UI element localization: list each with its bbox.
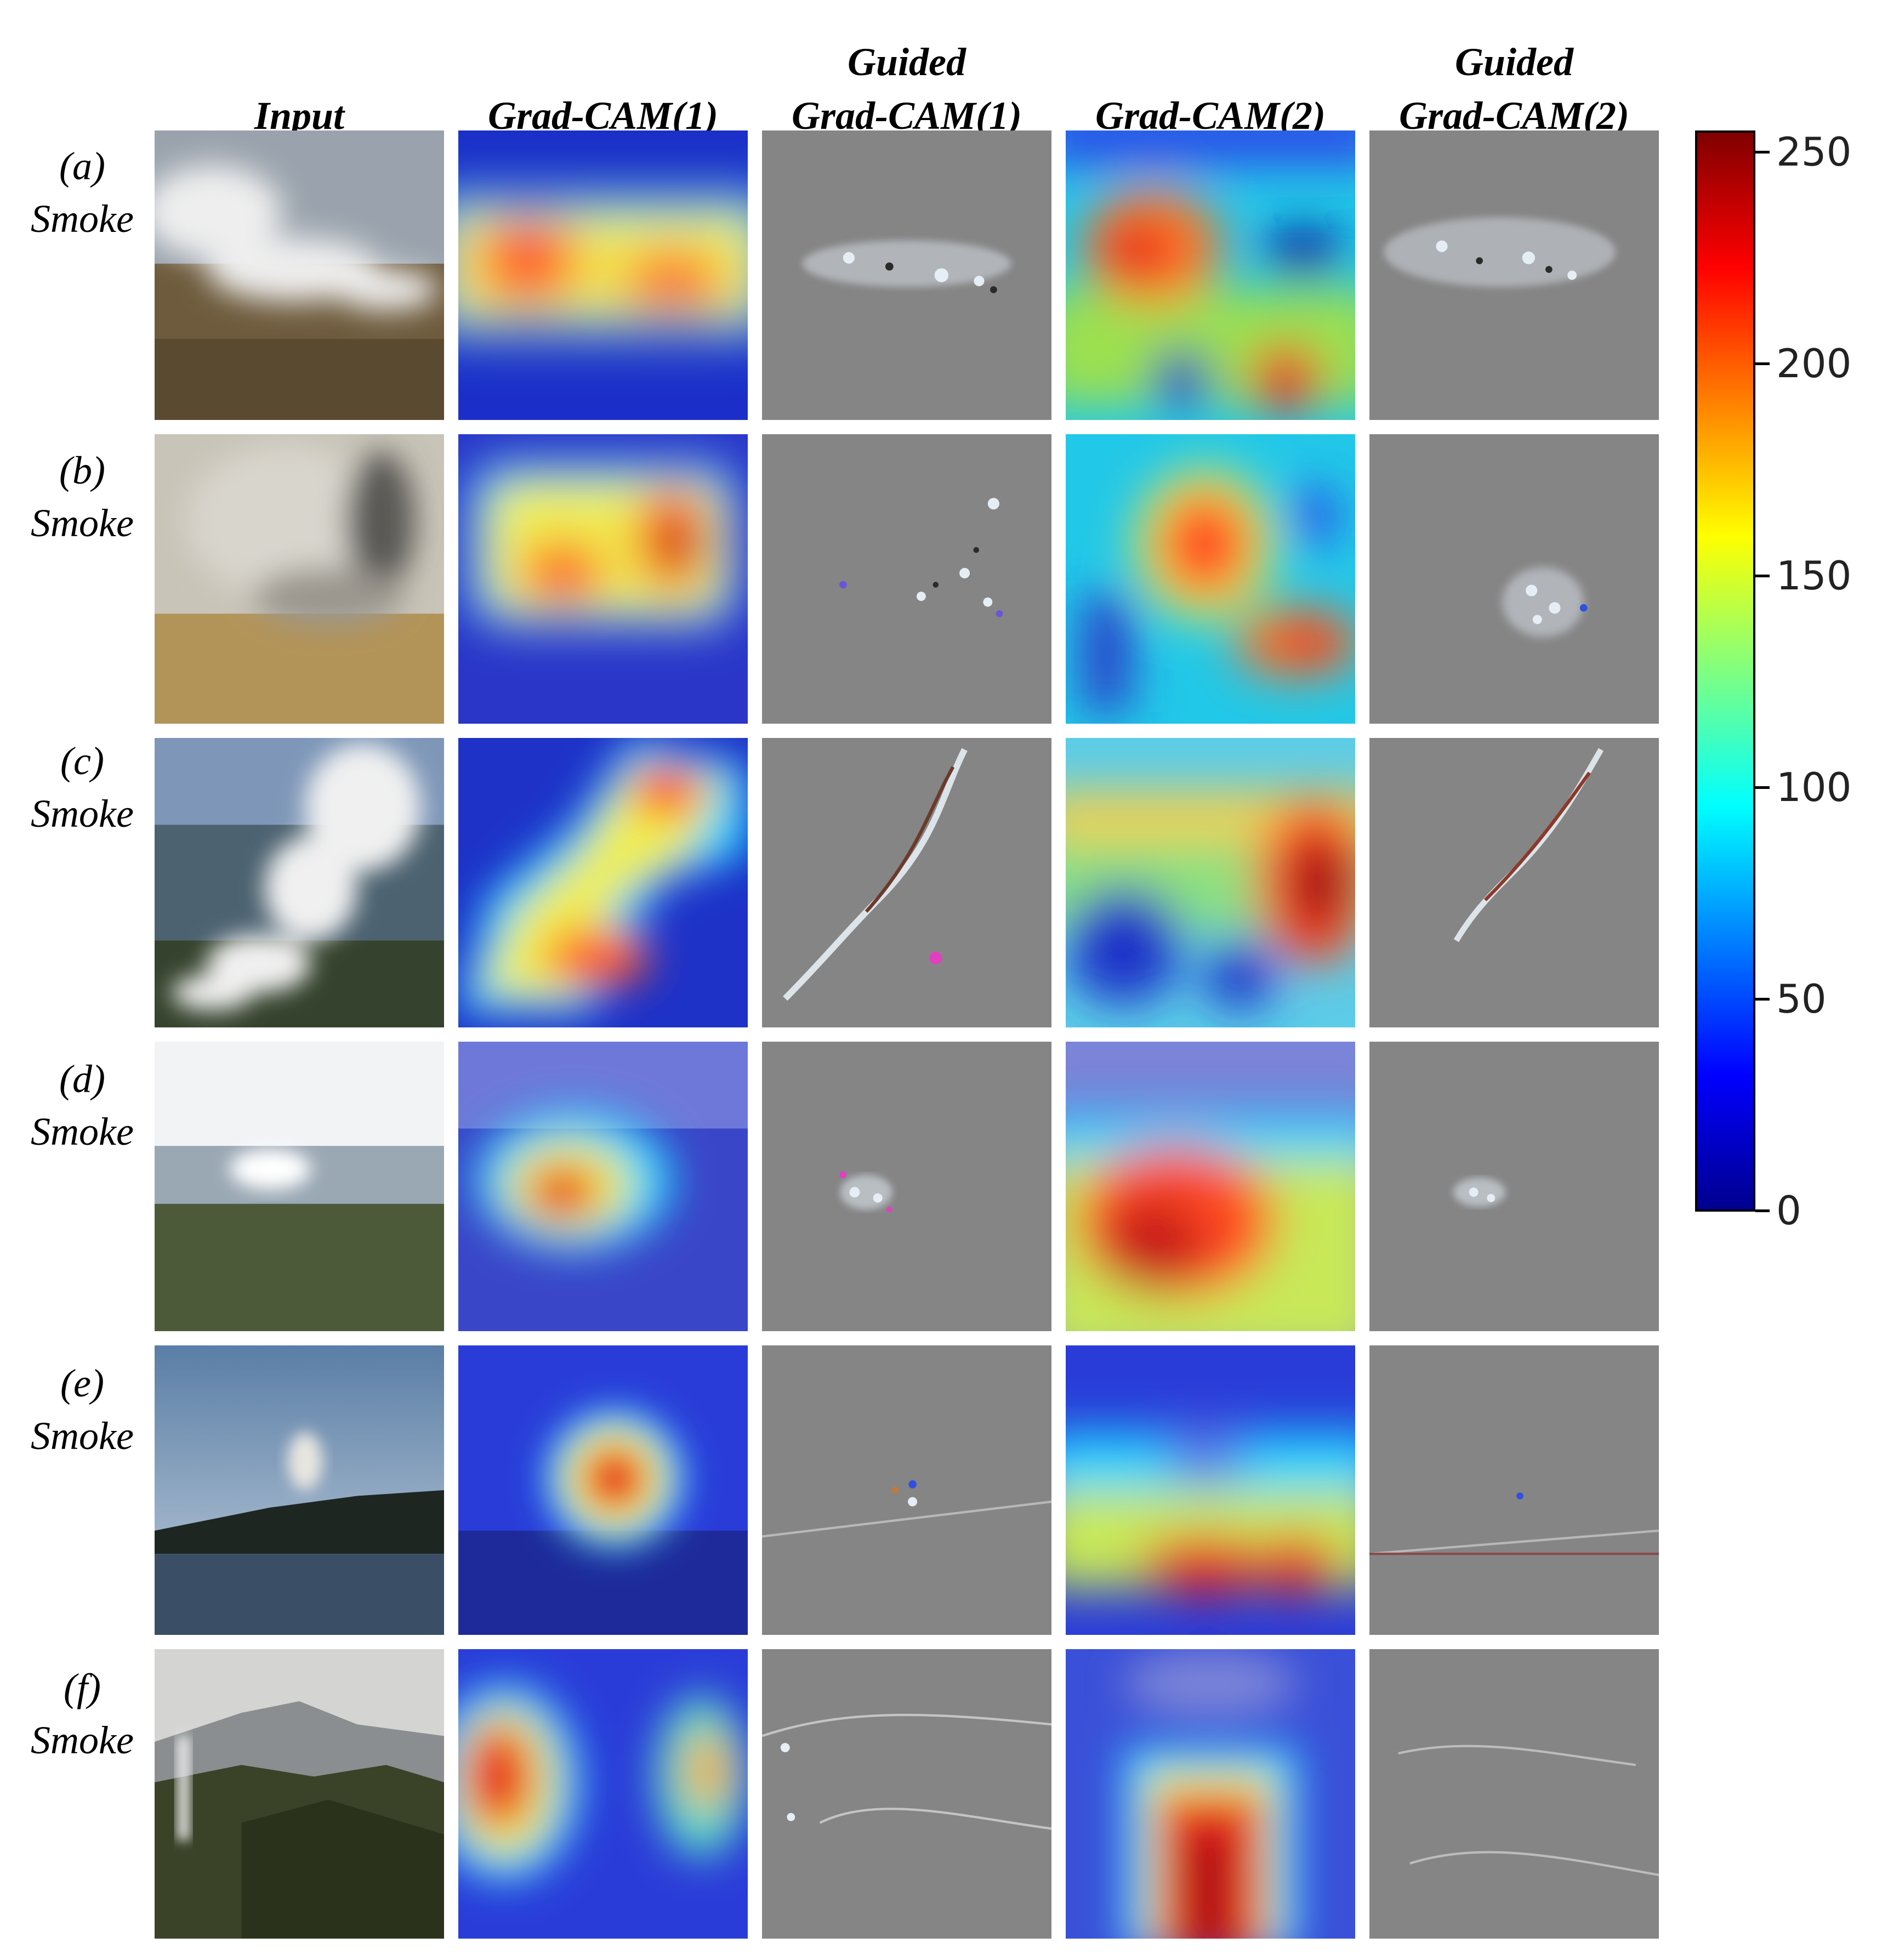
gradcam2-heatmap-b: [1066, 434, 1355, 724]
gradcam2-heatmap-a: [1066, 130, 1355, 420]
guided-gradcam2-map-f: [1369, 1649, 1659, 1939]
colorbar-tick-mark: [1755, 151, 1770, 154]
column-header-line: Grad-CAM(1): [487, 94, 718, 138]
guided-gradcam2-map-c: [1369, 738, 1659, 1027]
input-image-e: [155, 1345, 444, 1635]
guided-gradcam2-map-b: [1369, 434, 1659, 724]
row-label-e: (e) Smoke: [5, 1357, 159, 1462]
row-label-f: (f) Smoke: [5, 1661, 159, 1766]
column-header-input: Input: [155, 33, 444, 143]
gradcam2-heatmap-e: [1066, 1345, 1355, 1635]
guided-gradcam1-map-c: [762, 738, 1051, 1027]
row-id: (d): [59, 1057, 105, 1101]
gradcam1-heatmap-c: [458, 738, 748, 1027]
colorbar-tick-label: 0: [1776, 1188, 1801, 1234]
input-image-d: [155, 1042, 444, 1331]
guided-gradcam1-map-e: [762, 1345, 1051, 1635]
row-id: (f): [64, 1666, 101, 1709]
colorbar: [1695, 130, 1755, 1212]
row-id: (c): [60, 739, 104, 783]
guided-gradcam1-map-b: [762, 434, 1051, 724]
row-class: Smoke: [31, 1110, 134, 1154]
column-header-gradcam-1: Grad-CAM(1): [458, 33, 748, 143]
guided-gradcam2-map-d: [1369, 1042, 1659, 1331]
row-class: Smoke: [31, 1414, 134, 1458]
gradcam1-heatmap-b: [458, 434, 748, 724]
row-class: Smoke: [31, 1718, 134, 1762]
column-header-guided-gradcam-2: Guided Grad-CAM(2): [1369, 33, 1659, 143]
column-header-line: Grad-CAM(1): [791, 94, 1022, 138]
column-header-line: Guided: [848, 40, 966, 84]
row-class: Smoke: [31, 197, 134, 241]
column-header-line: Input: [254, 94, 345, 138]
input-image-b: [155, 434, 444, 724]
row-label-a: (a) Smoke: [5, 140, 159, 245]
row-class: Smoke: [31, 792, 134, 836]
colorbar-tick-label: 150: [1776, 553, 1852, 599]
guided-gradcam1-map-d: [762, 1042, 1051, 1331]
gradcam1-heatmap-d: [458, 1042, 748, 1331]
guided-gradcam1-map-a: [762, 130, 1051, 420]
row-label-b: (b) Smoke: [5, 444, 159, 549]
row-label-c: (c) Smoke: [5, 735, 159, 840]
column-header-line: Guided: [1455, 40, 1573, 84]
gradcam2-heatmap-f: [1066, 1649, 1355, 1939]
gradcam1-heatmap-a: [458, 130, 748, 420]
colorbar-tick-label: 200: [1776, 340, 1852, 387]
colorbar-tick-mark: [1755, 786, 1770, 789]
colorbar-tick-label: 50: [1776, 976, 1827, 1022]
column-header-gradcam-2: Grad-CAM(2): [1066, 33, 1355, 143]
row-id: (a): [59, 144, 105, 188]
row-id: (e): [60, 1361, 104, 1405]
column-header-guided-gradcam-1: Guided Grad-CAM(1): [762, 33, 1051, 143]
guided-gradcam2-map-e: [1369, 1345, 1659, 1635]
guided-gradcam1-map-f: [762, 1649, 1051, 1939]
gradcam1-heatmap-e: [458, 1345, 748, 1635]
gradcam2-heatmap-d: [1066, 1042, 1355, 1331]
input-image-f: [155, 1649, 444, 1939]
colorbar-tick-mark: [1755, 998, 1770, 1001]
column-header-line: Grad-CAM(2): [1398, 94, 1629, 138]
input-image-a: [155, 130, 444, 420]
gradcam2-heatmap-c: [1066, 738, 1355, 1027]
gradcam1-heatmap-f: [458, 1649, 748, 1939]
input-image-c: [155, 738, 444, 1027]
guided-gradcam2-map-a: [1369, 130, 1659, 420]
colorbar-tick-label: 100: [1776, 764, 1852, 810]
colorbar-tick-mark: [1755, 575, 1770, 577]
colorbar-tick-label: 250: [1776, 129, 1852, 175]
row-class: Smoke: [31, 501, 134, 545]
colorbar-tick-mark: [1755, 362, 1770, 365]
row-label-d: (d) Smoke: [5, 1053, 159, 1158]
row-id: (b): [59, 448, 105, 492]
colorbar-tick-mark: [1755, 1209, 1770, 1212]
